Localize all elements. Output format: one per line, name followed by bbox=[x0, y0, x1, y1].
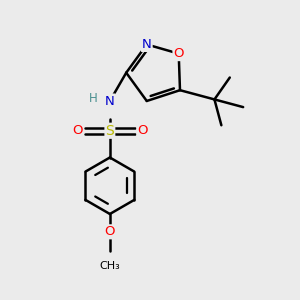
Text: O: O bbox=[137, 124, 148, 137]
Text: CH₃: CH₃ bbox=[100, 261, 120, 271]
Text: H: H bbox=[89, 92, 98, 105]
Text: O: O bbox=[72, 124, 83, 137]
Text: N: N bbox=[105, 94, 115, 107]
Text: O: O bbox=[105, 225, 115, 238]
Text: N: N bbox=[142, 38, 152, 51]
Text: O: O bbox=[173, 47, 184, 60]
Text: S: S bbox=[106, 124, 114, 138]
